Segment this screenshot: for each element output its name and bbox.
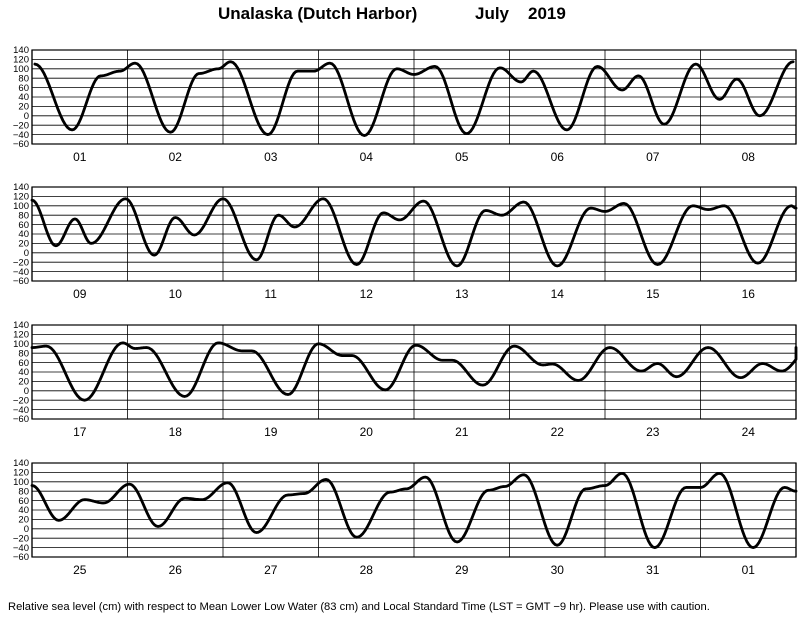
tide-curve-panel-4 bbox=[30, 471, 798, 549]
title-station: Unalaska (Dutch Harbor) bbox=[218, 4, 418, 23]
y-tick-label: −40 bbox=[13, 543, 29, 554]
day-label: 13 bbox=[455, 287, 469, 301]
day-label: 08 bbox=[742, 150, 756, 164]
day-label: 01 bbox=[73, 150, 87, 164]
y-tick-label: 0 bbox=[24, 524, 29, 535]
y-tick-label: 140 bbox=[13, 45, 29, 56]
y-tick-label: 60 bbox=[18, 220, 29, 231]
y-tick-label: −40 bbox=[13, 130, 29, 141]
y-tick-label: −20 bbox=[13, 395, 29, 406]
y-tick-label: 40 bbox=[18, 229, 29, 240]
y-tick-label: −40 bbox=[13, 405, 29, 416]
day-label: 22 bbox=[551, 425, 565, 439]
panel-frame bbox=[31, 49, 797, 145]
day-label: 17 bbox=[73, 425, 87, 439]
y-tick-label: 80 bbox=[18, 73, 29, 84]
y-tick-label: 0 bbox=[24, 386, 29, 397]
y-tick-label: −60 bbox=[13, 552, 29, 563]
y-tick-label: 120 bbox=[13, 468, 29, 479]
panel-frame bbox=[31, 462, 797, 558]
day-label: 30 bbox=[551, 563, 565, 577]
y-tick-label: −60 bbox=[13, 139, 29, 150]
panel-frame bbox=[31, 186, 797, 282]
day-label: 15 bbox=[646, 287, 660, 301]
day-label: 28 bbox=[360, 563, 374, 577]
y-tick-label: 140 bbox=[13, 182, 29, 193]
y-tick-label: −20 bbox=[13, 533, 29, 544]
day-label: 14 bbox=[551, 287, 565, 301]
day-label: 07 bbox=[646, 150, 660, 164]
y-tick-label: 60 bbox=[18, 358, 29, 369]
y-tick-label: 80 bbox=[18, 210, 29, 221]
y-tick-label: 80 bbox=[18, 348, 29, 359]
y-tick-label: −60 bbox=[13, 414, 29, 425]
y-tick-label: 140 bbox=[13, 320, 29, 331]
day-label: 26 bbox=[169, 563, 183, 577]
day-label: 25 bbox=[73, 563, 87, 577]
y-tick-label: 20 bbox=[18, 377, 29, 388]
day-label: 02 bbox=[169, 150, 183, 164]
footnote: Relative sea level (cm) with respect to … bbox=[8, 601, 710, 613]
y-tick-label: −60 bbox=[13, 276, 29, 287]
day-label: 10 bbox=[169, 287, 183, 301]
y-tick-label: 0 bbox=[24, 248, 29, 259]
day-label: 27 bbox=[264, 563, 278, 577]
y-tick-label: 100 bbox=[13, 339, 29, 350]
day-label: 01 bbox=[742, 563, 756, 577]
day-label: 20 bbox=[360, 425, 374, 439]
day-label: 12 bbox=[360, 287, 374, 301]
y-tick-label: 120 bbox=[13, 55, 29, 66]
y-tick-label: 20 bbox=[18, 239, 29, 250]
day-label: 31 bbox=[646, 563, 660, 577]
day-label: 24 bbox=[742, 425, 756, 439]
title-year: 2019 bbox=[528, 4, 566, 23]
day-label: 11 bbox=[265, 287, 278, 301]
day-label: 09 bbox=[73, 287, 87, 301]
y-tick-label: 60 bbox=[18, 496, 29, 507]
y-tick-label: 120 bbox=[13, 330, 29, 341]
chart-title: Unalaska (Dutch Harbor) July 2019 bbox=[0, 4, 800, 28]
day-label: 21 bbox=[455, 425, 469, 439]
y-tick-label: 80 bbox=[18, 486, 29, 497]
y-tick-label: 20 bbox=[18, 515, 29, 526]
day-label: 06 bbox=[551, 150, 565, 164]
day-label: 16 bbox=[742, 287, 756, 301]
title-month: July bbox=[475, 4, 510, 23]
y-tick-label: 100 bbox=[13, 201, 29, 212]
y-tick-label: 100 bbox=[13, 64, 29, 75]
day-label: 18 bbox=[169, 425, 183, 439]
y-tick-label: 40 bbox=[18, 367, 29, 378]
day-label: 19 bbox=[264, 425, 278, 439]
day-label: 29 bbox=[455, 563, 469, 577]
y-tick-label: −40 bbox=[13, 267, 29, 278]
day-label: 03 bbox=[264, 150, 278, 164]
tide-curve-panel-2 bbox=[30, 197, 798, 268]
y-tick-label: 140 bbox=[13, 458, 29, 469]
y-tick-label: 100 bbox=[13, 477, 29, 488]
y-tick-label: −20 bbox=[13, 257, 29, 268]
tide-curve-panel-1 bbox=[33, 60, 795, 137]
day-label: 05 bbox=[455, 150, 469, 164]
y-tick-label: 60 bbox=[18, 83, 29, 94]
y-tick-label: 20 bbox=[18, 102, 29, 113]
day-label: 04 bbox=[360, 150, 374, 164]
y-tick-label: 120 bbox=[13, 192, 29, 203]
panel-frame bbox=[31, 324, 797, 420]
y-tick-label: −20 bbox=[13, 120, 29, 131]
day-label: 23 bbox=[646, 425, 660, 439]
y-tick-label: 0 bbox=[24, 111, 29, 122]
tide-curve-panel-3 bbox=[30, 341, 798, 402]
y-tick-label: 40 bbox=[18, 92, 29, 103]
y-tick-label: 40 bbox=[18, 505, 29, 516]
